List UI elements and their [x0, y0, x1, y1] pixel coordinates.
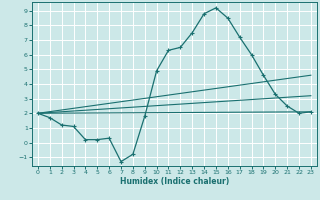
- X-axis label: Humidex (Indice chaleur): Humidex (Indice chaleur): [120, 177, 229, 186]
